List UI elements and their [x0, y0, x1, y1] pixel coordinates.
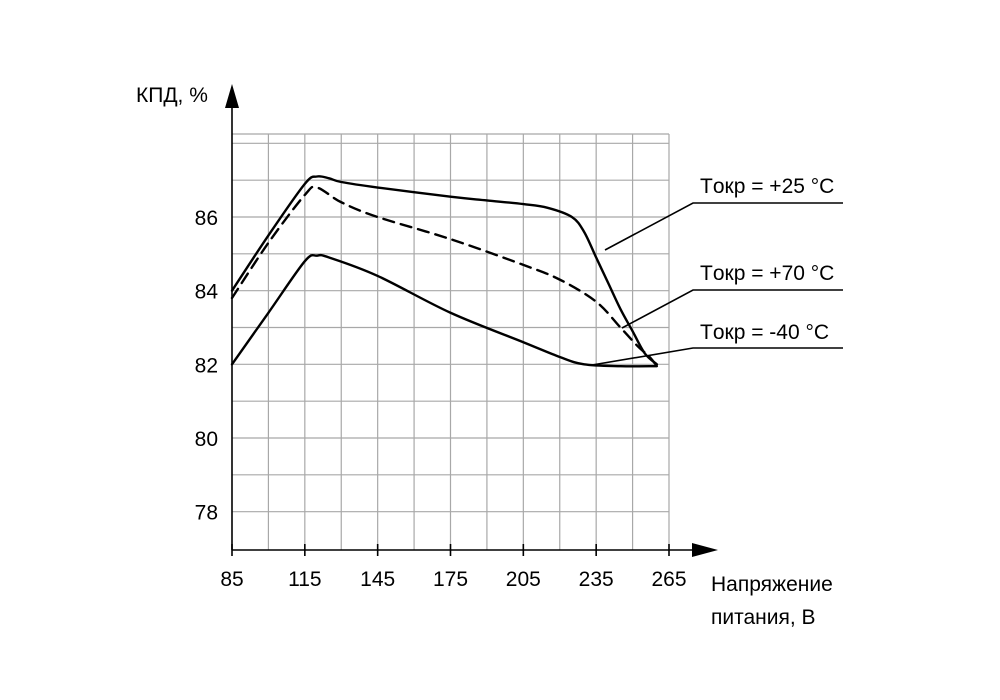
x-axis-arrow — [692, 543, 718, 557]
y-axis-arrow — [225, 84, 239, 108]
y-tick-label: 78 — [195, 502, 218, 525]
series-line-2 — [230, 185, 659, 368]
legend-label-1: Tокр = +25 °C — [700, 175, 834, 198]
x-axis-label-line-2: питания, В — [711, 606, 816, 629]
legend-label-2: Tокр = +70 °C — [700, 262, 834, 285]
tick-labels: 85 115 145 175 205 235 265 78 80 82 84 86 — [195, 207, 687, 591]
x-tick-label: 175 — [433, 568, 468, 591]
x-axis-label-line-1: Напряжение — [711, 573, 833, 596]
legend: Tокр = +25 °C Tокр = +70 °C Tокр = -40 °C — [591, 175, 843, 366]
y-axis-label: КПД, % — [136, 84, 208, 107]
series-group — [230, 175, 659, 368]
y-tick-label: 86 — [195, 207, 218, 230]
legend-leader-line — [591, 347, 843, 366]
x-tick-label: 205 — [506, 568, 541, 591]
grid — [232, 133, 670, 550]
series-line-1 — [230, 175, 659, 366]
x-tick-label: 265 — [651, 568, 686, 591]
legend-leader-line — [604, 202, 843, 251]
y-tick-label: 84 — [195, 281, 219, 304]
axes — [225, 84, 718, 557]
y-tick-label: 82 — [195, 354, 218, 377]
x-tick-label: 235 — [579, 568, 614, 591]
y-tick-label: 80 — [195, 428, 218, 451]
x-tick-label: 145 — [360, 568, 395, 591]
legend-label-3: Tокр = -40 °C — [700, 321, 829, 344]
x-tick-label: 115 — [288, 568, 321, 591]
series-line-3 — [230, 253, 659, 368]
legend-leader-line — [621, 289, 843, 329]
x-tick-label: 85 — [220, 568, 243, 591]
